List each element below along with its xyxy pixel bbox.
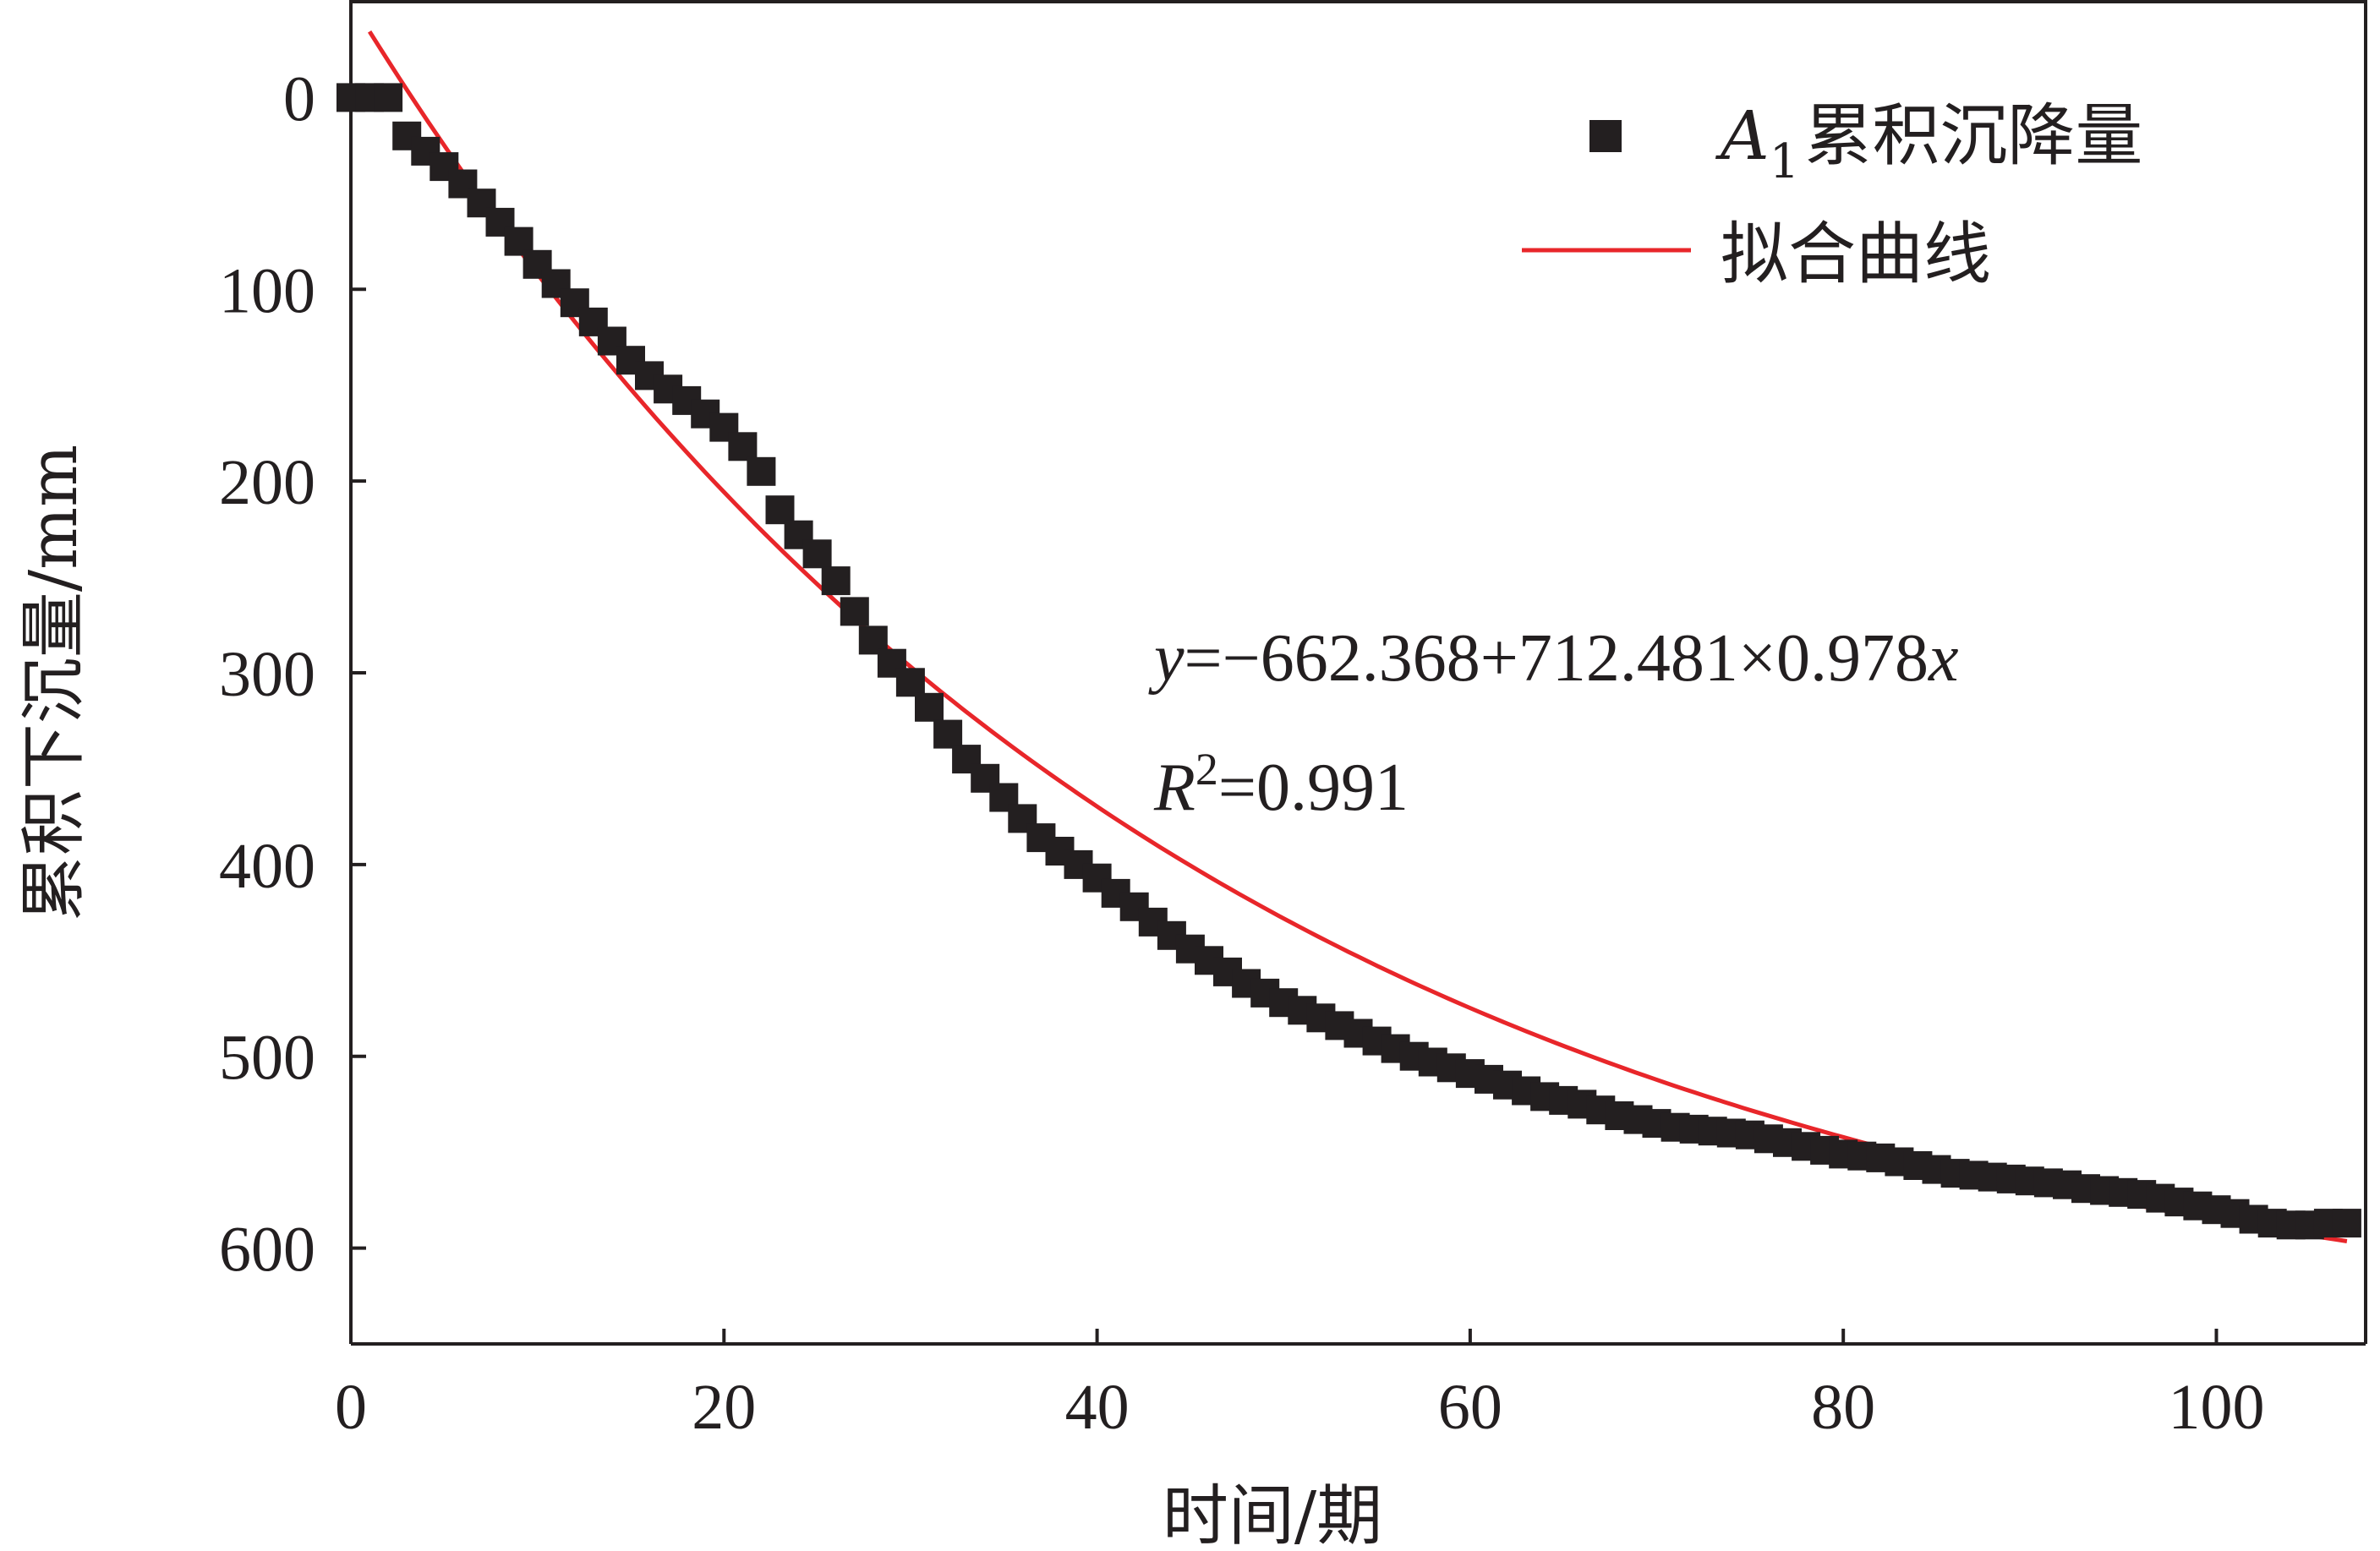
data-point	[895, 668, 925, 697]
legend-marker-square	[1589, 120, 1622, 152]
y-tick-label: 600	[219, 1215, 315, 1286]
y-tick-label: 0	[283, 63, 315, 134]
x-tick-label: 100	[2168, 1372, 2264, 1443]
x-tick-label: 0	[335, 1372, 367, 1443]
x-tick-label: 60	[1438, 1372, 1502, 1443]
y-ticks: 0 100 200 300 400 500 600	[219, 63, 366, 1286]
data-point	[802, 539, 832, 569]
data-point	[840, 597, 869, 626]
data-point	[915, 692, 944, 722]
data-point	[728, 432, 758, 461]
x-ticks: 0 20 40 60 80 100	[335, 1329, 2264, 1443]
x-axis-title: 时间/期	[1163, 1478, 1382, 1551]
y-tick-label: 400	[219, 831, 315, 902]
y-axis-title: 累积下沉量/mm	[16, 445, 92, 921]
y-tick-label: 300	[219, 639, 315, 710]
data-point	[374, 83, 403, 112]
data-point	[821, 566, 851, 596]
x-tick-label: 40	[1065, 1372, 1130, 1443]
legend: A1累积沉降量 拟合曲线	[1522, 96, 2142, 293]
legend-label-fit: 拟合曲线	[1721, 215, 1991, 293]
y-tick-label: 500	[219, 1023, 315, 1094]
legend-label-a1: A1累积沉降量	[1715, 96, 2142, 189]
y-tick-label: 100	[219, 255, 315, 326]
r-squared: R2=0.991	[1153, 744, 1409, 825]
data-point	[747, 456, 776, 486]
data-points	[336, 83, 2361, 1240]
x-tick-label: 80	[1811, 1372, 1875, 1443]
data-point	[2332, 1209, 2361, 1238]
data-point	[765, 495, 795, 525]
x-tick-label: 20	[692, 1372, 756, 1443]
y-tick-label: 200	[219, 447, 315, 518]
fit-equation: y=−662.368+712.481×0.978x	[1148, 621, 1959, 696]
data-point	[933, 719, 963, 749]
equation-annotation: y=−662.368+712.481×0.978x R2=0.991	[1148, 621, 1959, 825]
